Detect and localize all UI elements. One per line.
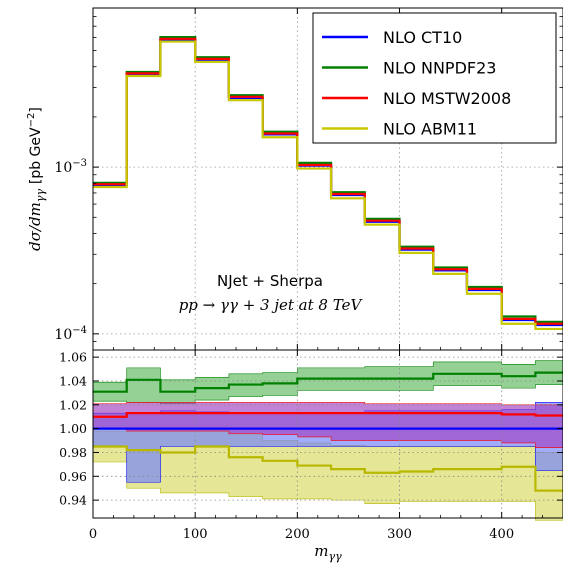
ratio-line-3 — [93, 445, 563, 492]
annotation-line2: pp → γγ + 3 jet at 8 TeV — [179, 296, 364, 314]
main-series — [93, 36, 563, 331]
legend-label-3: NLO ABM11 — [383, 120, 477, 139]
legend-box — [312, 12, 557, 144]
main-ytick-label-1: 10−4 — [54, 325, 87, 343]
ratio-frame — [92, 349, 563, 519]
ratio-band-1 — [92, 360, 563, 404]
ratio-ytick-label-3: 1.00 — [59, 421, 87, 436]
annotation-line1: NJet + Sherpa — [217, 272, 323, 290]
main-ylabel: dσ/dmγγ [pb GeV−2] — [26, 107, 47, 251]
ratio-xtick-label-1: 100 — [183, 527, 208, 542]
legend-label-2: NLO MSTW2008 — [383, 89, 511, 108]
legend: NLO CT10 NLO NNPDF23 NLO MSTW2008 NLO ABM11 — [312, 12, 557, 144]
ratio-ytick-label-0: 0.94 — [59, 493, 87, 508]
ratio-ytick-label-1: 0.96 — [59, 469, 87, 484]
xlabel: mγγ — [314, 542, 342, 563]
ratio-ytick-label-6: 1.06 — [59, 350, 87, 365]
ratio-xtick-label-2: 200 — [285, 527, 310, 542]
ratio-xtick-label-0: 0 — [89, 527, 97, 542]
ratio-ticks: 0.94 0.96 0.98 1.00 1.02 1.04 1.06 0 100 200 300 40… — [59, 347, 563, 542]
ratio-panel: 0.94 0.96 0.98 1.00 1.02 1.04 1.06 0 100 200 300 40… — [59, 347, 563, 563]
legend-label-0: NLO CT10 — [383, 28, 462, 47]
main-panel: 10−3 10−4 dσ/dmγγ [pb GeV−2] NJet + Sherp… — [26, 7, 563, 351]
main-ticks: 10−3 10−4 — [54, 8, 563, 351]
main-ytick-label-0: 10−3 — [54, 158, 87, 176]
ratio-xtick-label-4: 400 — [489, 527, 514, 542]
ratio-line-2 — [93, 412, 563, 418]
ratio-xtick-label-3: 300 — [387, 527, 412, 542]
ratio-lines — [93, 371, 563, 492]
main-series-line-3 — [93, 40, 563, 331]
ratio-ytick-label-2: 0.98 — [59, 445, 87, 460]
ratio-ytick-label-5: 1.04 — [59, 373, 87, 388]
ratio-ytick-label-4: 1.02 — [59, 397, 87, 412]
ratio-line-1 — [93, 371, 563, 393]
legend-label-1: NLO NNPDF23 — [383, 59, 496, 78]
